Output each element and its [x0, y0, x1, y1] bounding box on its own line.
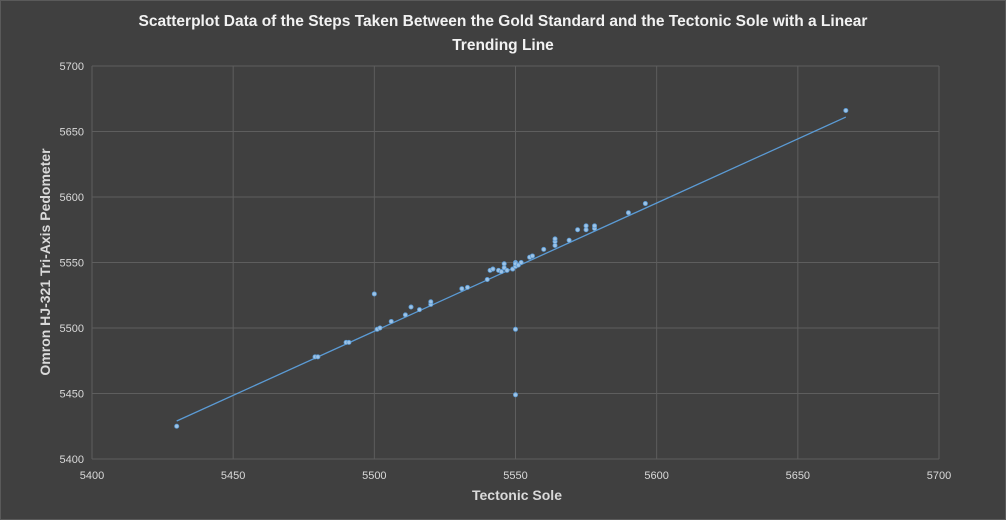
data-point: [843, 108, 849, 114]
y-axis-ticks: 5400 5450 5500 5550 5600 5650 5700: [60, 61, 84, 466]
y-tick-label: 5550: [60, 258, 84, 270]
data-point: [501, 261, 507, 267]
data-point: [402, 312, 408, 318]
x-axis-label: Tectonic Sole: [472, 487, 562, 503]
data-point: [490, 266, 496, 272]
data-point: [465, 284, 471, 290]
data-point: [583, 223, 589, 229]
y-tick-label: 5400: [60, 454, 84, 466]
data-point: [174, 423, 180, 429]
data-point: [408, 304, 414, 310]
data-point: [592, 223, 598, 229]
x-tick-label: 5500: [362, 470, 386, 482]
data-point: [518, 259, 524, 265]
data-point: [484, 277, 490, 283]
y-tick-label: 5450: [60, 389, 84, 401]
x-tick-label: 5700: [927, 470, 951, 482]
data-point: [642, 201, 648, 207]
x-tick-label: 5550: [503, 470, 527, 482]
data-point: [459, 286, 465, 292]
chart-title-line-2: Trending Line: [452, 37, 554, 54]
data-point: [575, 227, 581, 233]
data-point: [346, 339, 352, 345]
x-tick-label: 5650: [786, 470, 810, 482]
data-point: [371, 291, 377, 297]
data-point: [417, 307, 423, 313]
x-tick-label: 5450: [221, 470, 245, 482]
data-points: [174, 108, 849, 429]
x-tick-label: 5400: [80, 470, 104, 482]
data-point: [566, 237, 572, 243]
data-point: [625, 210, 631, 216]
y-tick-label: 5500: [60, 323, 84, 335]
data-point: [377, 325, 383, 331]
chart-title-line-1: Scatterplot Data of the Steps Taken Betw…: [138, 13, 868, 30]
y-axis-label: Omron HJ-321 Tri-Axis Pedometer: [37, 148, 53, 376]
data-point: [541, 246, 547, 252]
data-point: [428, 299, 434, 305]
data-point: [513, 326, 519, 332]
data-point: [498, 269, 504, 275]
x-axis-ticks: 5400 5450 5500 5550 5600 5650 5700: [80, 470, 951, 482]
data-point: [552, 236, 558, 242]
x-tick-label: 5600: [644, 470, 668, 482]
data-point: [315, 354, 321, 360]
data-point: [504, 267, 510, 273]
y-tick-label: 5600: [60, 192, 84, 204]
data-point: [388, 318, 394, 324]
chart-title: Scatterplot Data of the Steps Taken Betw…: [100, 10, 906, 58]
y-tick-label: 5700: [60, 61, 84, 73]
data-point: [513, 392, 519, 398]
y-tick-label: 5650: [60, 127, 84, 139]
data-point: [529, 253, 535, 259]
